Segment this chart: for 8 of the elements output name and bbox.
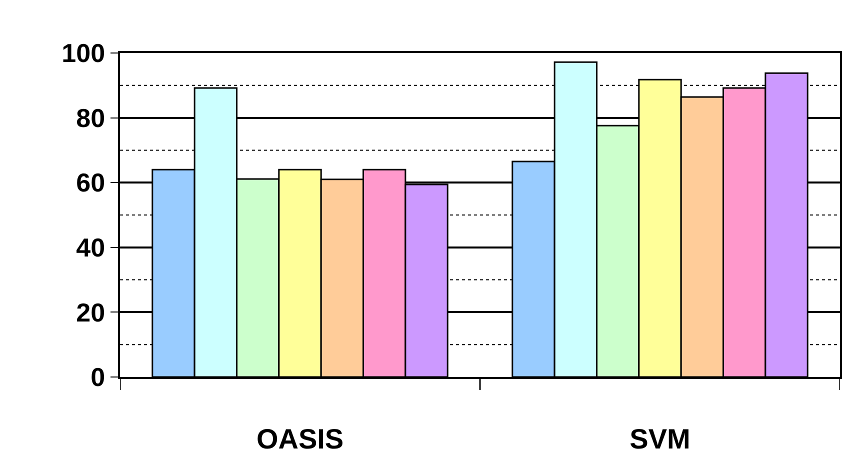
x-tick-label: SVM: [630, 423, 690, 454]
x-tick-label: OASIS: [256, 423, 344, 454]
y-tick-label: 100: [62, 38, 106, 68]
y-tick-label: 80: [76, 102, 106, 133]
y-tick-label: 0: [90, 362, 106, 392]
y-tick-label: 60: [76, 168, 106, 198]
y-tick-label: 40: [76, 232, 106, 262]
y-tick-label: 20: [76, 297, 106, 328]
